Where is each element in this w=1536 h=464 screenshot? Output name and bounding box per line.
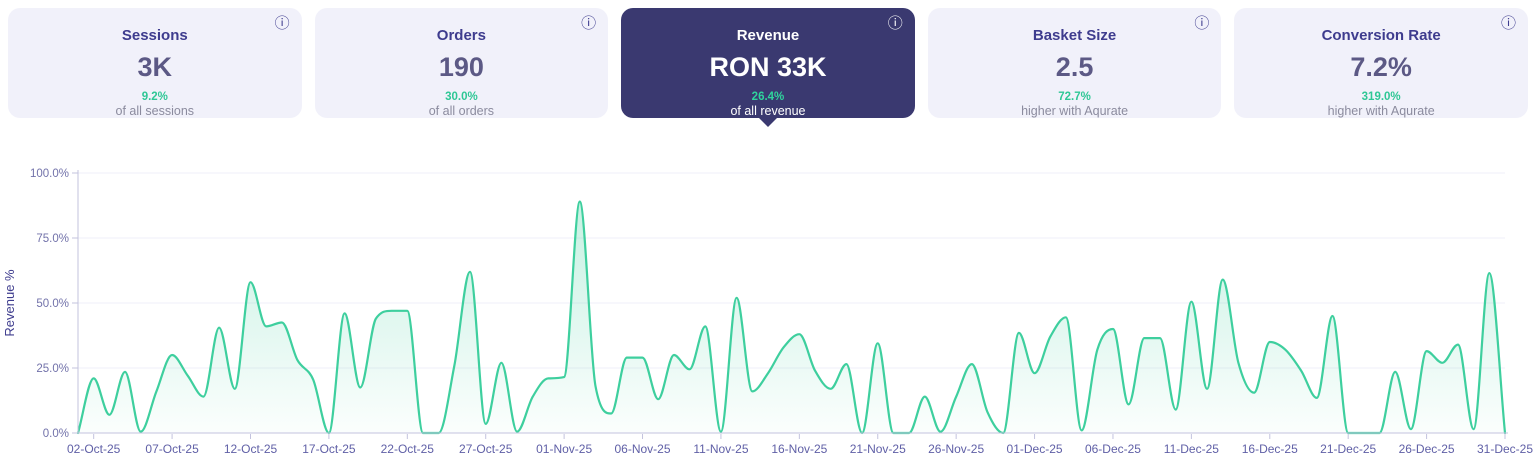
card-title: Orders xyxy=(436,27,486,44)
card-delta: 319.0% xyxy=(1361,91,1401,103)
x-tick-label: 06-Dec-25 xyxy=(1085,442,1141,456)
revenue-line xyxy=(76,200,1507,435)
card-delta: 30.0% xyxy=(445,91,478,103)
revenue-area-chart: 0.0% 25.0% 50.0% 75.0% 100.0% 02-Oct-25 07-Oct… xyxy=(2,168,1533,456)
y-tick-label: 25.0% xyxy=(36,363,69,375)
card-note: higher with Aqurate xyxy=(1021,104,1129,118)
x-tick-label: 27-Oct-25 xyxy=(459,442,513,456)
info-icon[interactable]: ⓘ xyxy=(887,15,903,32)
metric-card-orders[interactable]: ⓘ Orders 190 30.0% of all orders xyxy=(314,8,609,118)
card-delta: 9.2% xyxy=(141,91,168,103)
metric-card-sessions[interactable]: ⓘ Sessions 3K 9.2% of all sessions xyxy=(8,8,302,118)
x-tick-label: 22-Oct-25 xyxy=(381,442,435,456)
card-title: Sessions xyxy=(121,27,188,44)
card-title: Basket Size xyxy=(1032,27,1117,44)
x-tick-label: 01-Dec-25 xyxy=(1007,442,1063,456)
x-tick-label: 16-Nov-25 xyxy=(771,442,827,456)
x-tick-label: 17-Oct-25 xyxy=(302,442,356,456)
card-value: RON 33K xyxy=(709,52,827,82)
y-tick-label: 100.0% xyxy=(30,168,69,180)
metric-card-basket-size[interactable]: ⓘ Basket Size 2.5 72.7% higher with Aqur… xyxy=(927,8,1222,118)
x-tick-label: 01-Nov-25 xyxy=(536,442,592,456)
card-delta: 26.4% xyxy=(751,91,785,103)
card-note: of all sessions xyxy=(115,104,195,118)
card-note: of all orders xyxy=(428,104,495,118)
metric-card-conversion-rate[interactable]: ⓘ Conversion Rate 7.2% 319.0% higher wit… xyxy=(1234,8,1528,118)
x-tick-label: 06-Nov-25 xyxy=(615,442,671,456)
info-icon[interactable]: ⓘ xyxy=(1500,15,1516,32)
info-icon[interactable]: ⓘ xyxy=(1194,15,1210,32)
info-icon[interactable]: ⓘ xyxy=(581,15,597,32)
card-delta: 72.7% xyxy=(1058,91,1091,103)
x-tick-label: 02-Oct-25 xyxy=(67,442,121,456)
card-title: Revenue xyxy=(736,27,800,44)
x-tick-label: 21-Nov-25 xyxy=(850,442,906,456)
revenue-chart: 0.0% 25.0% 50.0% 75.0% 100.0% 02-Oct-25 07-Oct… xyxy=(0,150,1536,459)
x-tick-label: 26-Nov-25 xyxy=(928,442,984,456)
x-tick-label: 26-Dec-25 xyxy=(1399,442,1455,456)
info-icon[interactable]: ⓘ xyxy=(274,15,290,32)
x-tick-label: 11-Dec-25 xyxy=(1164,442,1219,456)
card-value: 7.2% xyxy=(1350,52,1412,82)
metric-card-revenue[interactable]: ⓘ Revenue RON 33K 26.4% of all revenue xyxy=(621,8,915,127)
x-tick-label: 11-Nov-25 xyxy=(693,442,748,456)
card-value: 2.5 xyxy=(1055,52,1094,82)
card-note: of all revenue xyxy=(730,104,806,118)
y-tick-label: 50.0% xyxy=(36,298,69,310)
x-tick-label: 07-Oct-25 xyxy=(145,442,199,456)
x-tick-label: 16-Dec-25 xyxy=(1242,442,1298,456)
card-value: 3K xyxy=(137,52,173,82)
kpi-cards-row: ⓘ Sessions 3K 9.2% of all sessions ⓘ Ord… xyxy=(8,8,1528,127)
card-value: 190 xyxy=(438,52,484,82)
x-tick-label: 31-Dec-25 xyxy=(1477,442,1533,456)
y-tick-label: 0.0% xyxy=(43,428,69,440)
selected-card-pointer xyxy=(758,118,777,127)
x-tick-label: 12-Oct-25 xyxy=(224,442,278,456)
y-axis-label: Revenue % xyxy=(2,269,17,337)
revenue-area-fill xyxy=(78,201,1505,433)
x-tick-label: 21-Dec-25 xyxy=(1320,442,1376,456)
y-tick-label: 75.0% xyxy=(36,233,69,245)
card-note: higher with Aqurate xyxy=(1327,104,1435,118)
card-title: Conversion Rate xyxy=(1321,27,1441,44)
